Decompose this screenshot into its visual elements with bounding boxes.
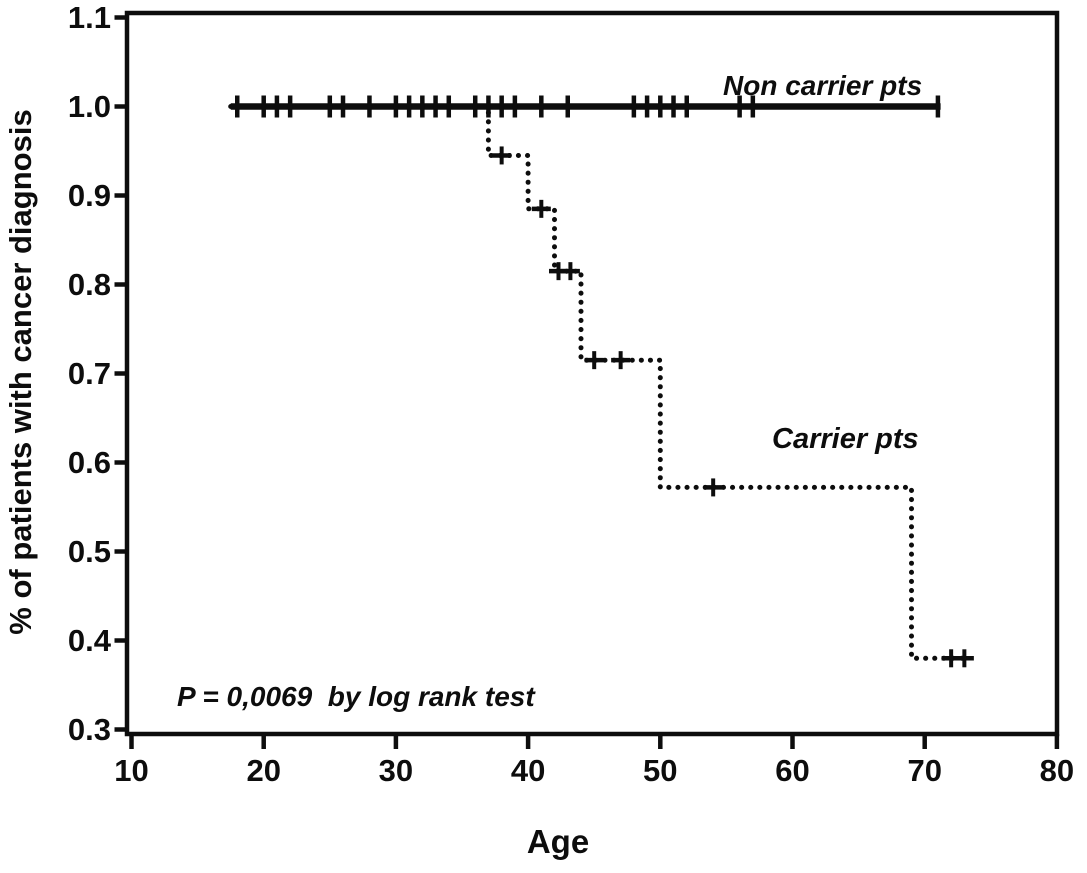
x-axis-tick-label: 40 — [511, 753, 545, 788]
y-axis-tick-label: 0.4 — [68, 623, 112, 658]
y-axis-tick-label: 1.1 — [68, 0, 111, 35]
plot-border — [124, 10, 1060, 737]
y-axis-tick-label: 0.7 — [68, 356, 111, 391]
y-axis-tick-label: 0.8 — [68, 267, 111, 302]
axes-layer: 10 20 30 40 50 60 70 80 1.1 1.0 0.9 0.8 0.7 0.6 0.5 0.4… — [68, 0, 1074, 788]
x-axis-tick-label: 10 — [114, 753, 148, 788]
x-axis-tick-label: 30 — [379, 753, 413, 788]
x-axis-tick-label: 50 — [643, 753, 677, 788]
x-axis-tick-label: 70 — [907, 753, 941, 788]
y-axis-tick-label: 0.9 — [68, 178, 111, 213]
y-axis-tick-label: 1.0 — [68, 89, 111, 124]
y-axis-tick-label: 0.5 — [68, 534, 111, 569]
non-carrier-series-label: Non carrier pts — [723, 70, 922, 101]
carrier-series-label: Carrier pts — [772, 423, 919, 455]
y-axis-title: % of patients with cancer diagnosis — [3, 109, 38, 634]
carrier-curve — [228, 104, 971, 661]
y-axis-tick-label: 0.3 — [68, 712, 111, 747]
x-axis-tick-label: 60 — [775, 753, 809, 788]
p-value-annotation: P = 0,0069 by log rank test — [177, 681, 536, 712]
x-axis-title: Age — [527, 823, 589, 860]
y-axis-tick-label: 0.6 — [68, 445, 111, 480]
series-layer — [228, 95, 974, 668]
x-axis-tick-label: 20 — [246, 753, 280, 788]
x-axis-tick-label: 80 — [1040, 753, 1074, 788]
